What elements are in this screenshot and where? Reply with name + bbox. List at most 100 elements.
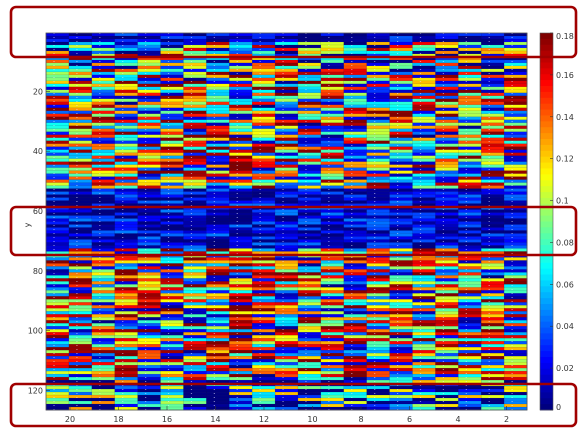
heatmap-cell [251, 233, 276, 237]
colorbar-step [540, 33, 553, 40]
heatmap-cell [297, 350, 322, 354]
heatmap-cell [412, 158, 436, 163]
heatmap-cell [91, 125, 116, 130]
heatmap-cell [91, 394, 116, 399]
heatmap-cell [274, 89, 299, 94]
heatmap-cell [481, 98, 505, 103]
heatmap-cell [68, 107, 93, 112]
heatmap-cell [137, 370, 161, 375]
highlight-boxes [9, 5, 578, 428]
heatmap-cell [229, 119, 253, 124]
heatmap-cell [503, 323, 528, 327]
x-tick-label: 16 [162, 415, 172, 424]
heatmap-cell [412, 344, 436, 348]
heatmap-cell [114, 191, 139, 196]
heatmap-cell [183, 131, 207, 136]
heatmap-cell [389, 299, 413, 303]
heatmap-cell [91, 44, 116, 49]
heatmap-cell [251, 239, 276, 243]
heatmap-cell [412, 352, 436, 357]
heatmap-cell [343, 302, 368, 306]
heatmap-cell [503, 236, 528, 240]
heatmap-cell [458, 113, 482, 118]
heatmap-cell [481, 230, 505, 234]
heatmap-cell [412, 188, 436, 193]
heatmap-cell [137, 125, 161, 130]
heatmap-cell [114, 355, 139, 360]
heatmap-cell [274, 233, 299, 237]
heatmap-cell [297, 170, 322, 175]
heatmap-cell [435, 317, 459, 321]
heatmap-cell [503, 320, 528, 324]
heatmap-cell [137, 221, 161, 225]
heatmap-cell [274, 164, 299, 169]
heatmap-cell [458, 323, 482, 327]
heatmap-cell [160, 125, 184, 130]
heatmap-cell [389, 176, 413, 181]
heatmap-cell [435, 272, 459, 276]
heatmap-cell [91, 266, 116, 270]
heatmap-cell [297, 80, 322, 85]
heatmap-cell [45, 293, 70, 297]
heatmap-cell [412, 224, 436, 228]
heatmap-cell [458, 224, 482, 228]
heatmap-cell [206, 293, 230, 297]
colorbar-step [540, 192, 553, 199]
heatmap-cell [229, 197, 253, 201]
heatmap-cell [251, 311, 276, 315]
heatmap-cell [137, 158, 161, 163]
heatmap-cell [183, 347, 207, 351]
heatmap-cell [160, 137, 184, 142]
heatmap-cell [45, 77, 70, 82]
heatmap-cell [297, 212, 322, 216]
heatmap-cell [251, 50, 276, 55]
heatmap-cell [160, 287, 184, 291]
heatmap-cell [68, 403, 93, 408]
heatmap-cell [68, 329, 93, 333]
heatmap-cell [183, 107, 207, 112]
heatmap-cell [274, 376, 299, 381]
heatmap-cell [412, 101, 436, 106]
heatmap-cell [114, 376, 139, 381]
colorbar-step [540, 227, 553, 234]
heatmap-cell [435, 47, 459, 52]
heatmap-cell [91, 299, 116, 303]
heatmap-cell [251, 290, 276, 294]
heatmap-cell [412, 89, 436, 94]
heatmap-cell [68, 347, 93, 351]
heatmap-cell [68, 95, 93, 100]
heatmap-cell [160, 311, 184, 315]
heatmap-cell [320, 278, 345, 282]
heatmap-cell [274, 125, 299, 130]
heatmap-cell [137, 388, 161, 393]
heatmap-cell [45, 242, 70, 246]
heatmap-cell [91, 41, 116, 46]
heatmap-cell [251, 397, 276, 402]
heatmap-cell [366, 266, 391, 270]
heatmap-cell [160, 317, 184, 321]
heatmap-cell [45, 394, 70, 399]
heatmap-cell [68, 373, 93, 378]
heatmap-cell [366, 194, 391, 199]
heatmap-cell [251, 167, 276, 172]
heatmap-cell [435, 182, 459, 187]
heatmap-cell [481, 397, 505, 402]
heatmap-cell [366, 236, 391, 240]
heatmap-cell [45, 146, 70, 151]
heatmap-cell [229, 364, 253, 369]
heatmap-cell [206, 167, 230, 172]
heatmap-cell [183, 191, 207, 196]
heatmap-cell [435, 134, 459, 139]
heatmap-cell [435, 89, 459, 94]
heatmap-cell [435, 191, 459, 196]
heatmap-cell [160, 35, 184, 40]
heatmap-cell [503, 335, 528, 339]
heatmap-cell [68, 104, 93, 109]
heatmap-cell [91, 287, 116, 291]
heatmap-cell [206, 224, 230, 228]
heatmap-cell [114, 314, 139, 318]
heatmap-cell [137, 350, 161, 354]
colorbar-step [540, 339, 553, 346]
heatmap-cell [320, 98, 345, 103]
heatmap-cell [160, 32, 184, 37]
